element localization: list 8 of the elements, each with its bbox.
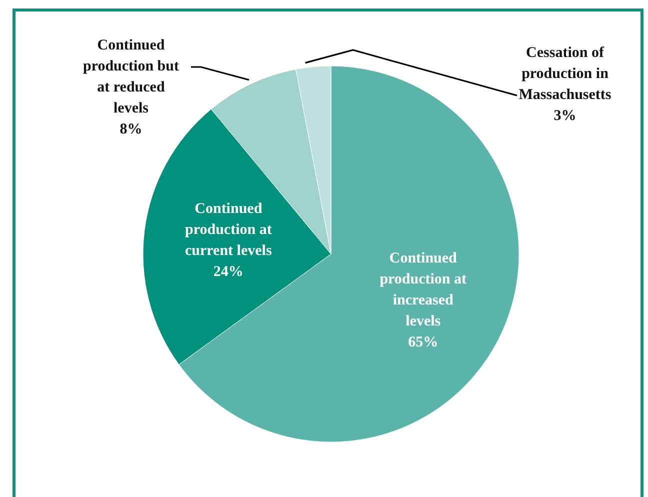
slice-label: Continued production at increased levels bbox=[380, 250, 467, 330]
data-label: 65% bbox=[408, 334, 438, 350]
slice-label: Continued production at current levels bbox=[185, 200, 272, 259]
slice-label: Continued production but at reduced levels bbox=[82, 37, 180, 116]
data-label: 3% bbox=[554, 108, 576, 124]
data-label: 8% bbox=[120, 121, 142, 138]
data-label: 24% bbox=[213, 264, 244, 280]
slice-label: Cessation of production in Massachusetts bbox=[518, 44, 612, 103]
